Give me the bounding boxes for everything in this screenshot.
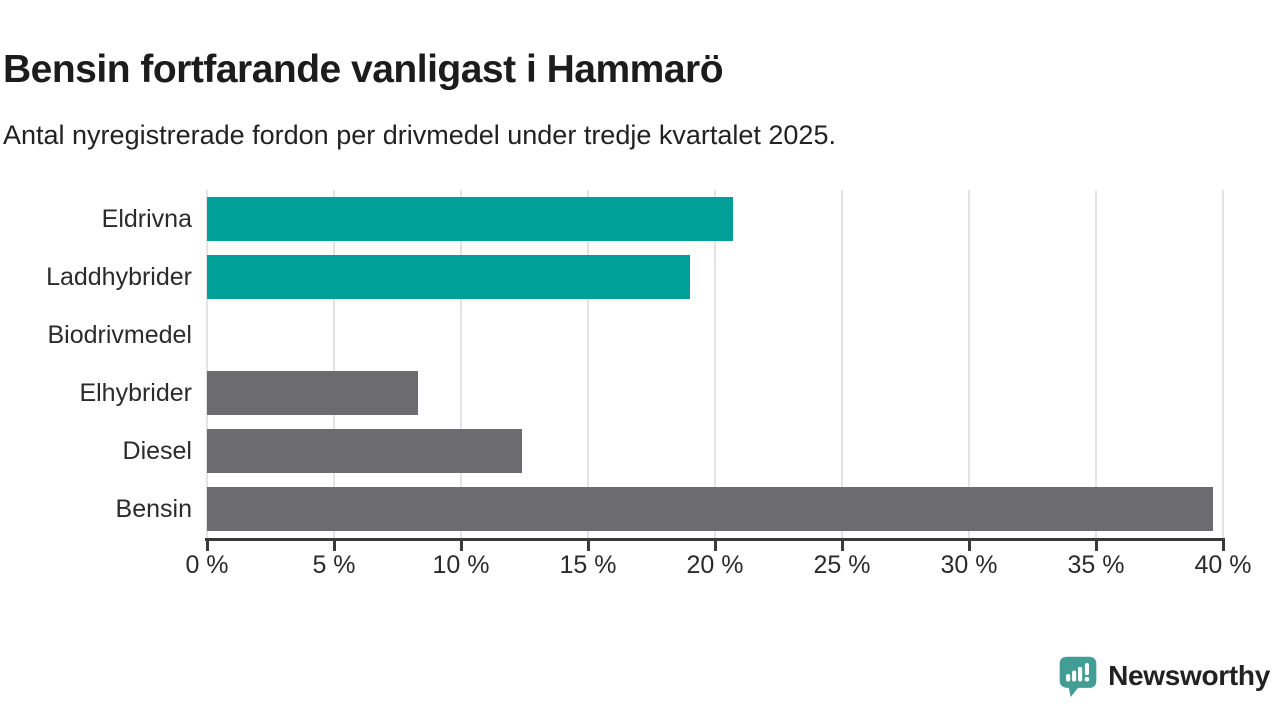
x-tick-25	[840, 541, 844, 551]
category-label-eldrivna: Eldrivna	[101, 205, 192, 233]
x-tick-label-0: 0 %	[185, 551, 229, 579]
bar-eldrivna	[207, 197, 733, 241]
gridline-15	[587, 190, 589, 538]
x-tick-label-15: 15 %	[559, 551, 617, 579]
gridline-25	[841, 190, 843, 538]
plot-area	[206, 190, 1224, 538]
x-tick-30	[967, 541, 971, 551]
x-tick-10	[459, 541, 463, 551]
newsworthy-logo-icon	[1059, 656, 1097, 698]
gridline-40	[1222, 190, 1224, 538]
gridline-0	[206, 190, 208, 538]
gridline-35	[1095, 190, 1097, 538]
x-tick-label-25: 25 %	[813, 551, 871, 579]
x-tick-20	[713, 541, 717, 551]
gridline-10	[460, 190, 462, 538]
category-label-laddhybrider: Laddhybrider	[46, 263, 192, 291]
chart-title: Bensin fortfarande vanligast i Hammarö	[3, 48, 724, 92]
x-tick-40	[1221, 541, 1225, 551]
x-axis-line	[205, 538, 1225, 541]
x-tick-5	[332, 541, 336, 551]
x-tick-label-10: 10 %	[432, 551, 490, 579]
category-label-biodrivmedel: Biodrivmedel	[47, 321, 192, 349]
bar-diesel	[207, 429, 522, 473]
gridline-5	[333, 190, 335, 538]
x-tick-label-35: 35 %	[1067, 551, 1125, 579]
x-tick-label-30: 30 %	[940, 551, 998, 579]
category-label-elhybrider: Elhybrider	[79, 379, 192, 407]
category-label-diesel: Diesel	[122, 437, 192, 465]
x-tick-label-20: 20 %	[686, 551, 744, 579]
bar-laddhybrider	[207, 255, 690, 299]
chart-subtitle: Antal nyregistrerade fordon per drivmede…	[3, 120, 836, 150]
x-tick-35	[1094, 541, 1098, 551]
gridline-20	[714, 190, 716, 538]
branding: Newsworthy	[1056, 652, 1270, 700]
bar-bensin	[207, 487, 1213, 531]
x-tick-0	[205, 541, 209, 551]
gridline-30	[968, 190, 970, 538]
category-label-bensin: Bensin	[115, 495, 192, 523]
newsworthy-logo-text: Newsworthy	[1108, 660, 1270, 691]
x-tick-label-5: 5 %	[312, 551, 356, 579]
x-tick-label-40: 40 %	[1194, 551, 1252, 579]
bar-elhybrider	[207, 371, 418, 415]
category-axis-labels: Eldrivna Laddhybrider Biodrivmedel Elhybrid…	[0, 190, 192, 538]
x-tick-15	[586, 541, 590, 551]
